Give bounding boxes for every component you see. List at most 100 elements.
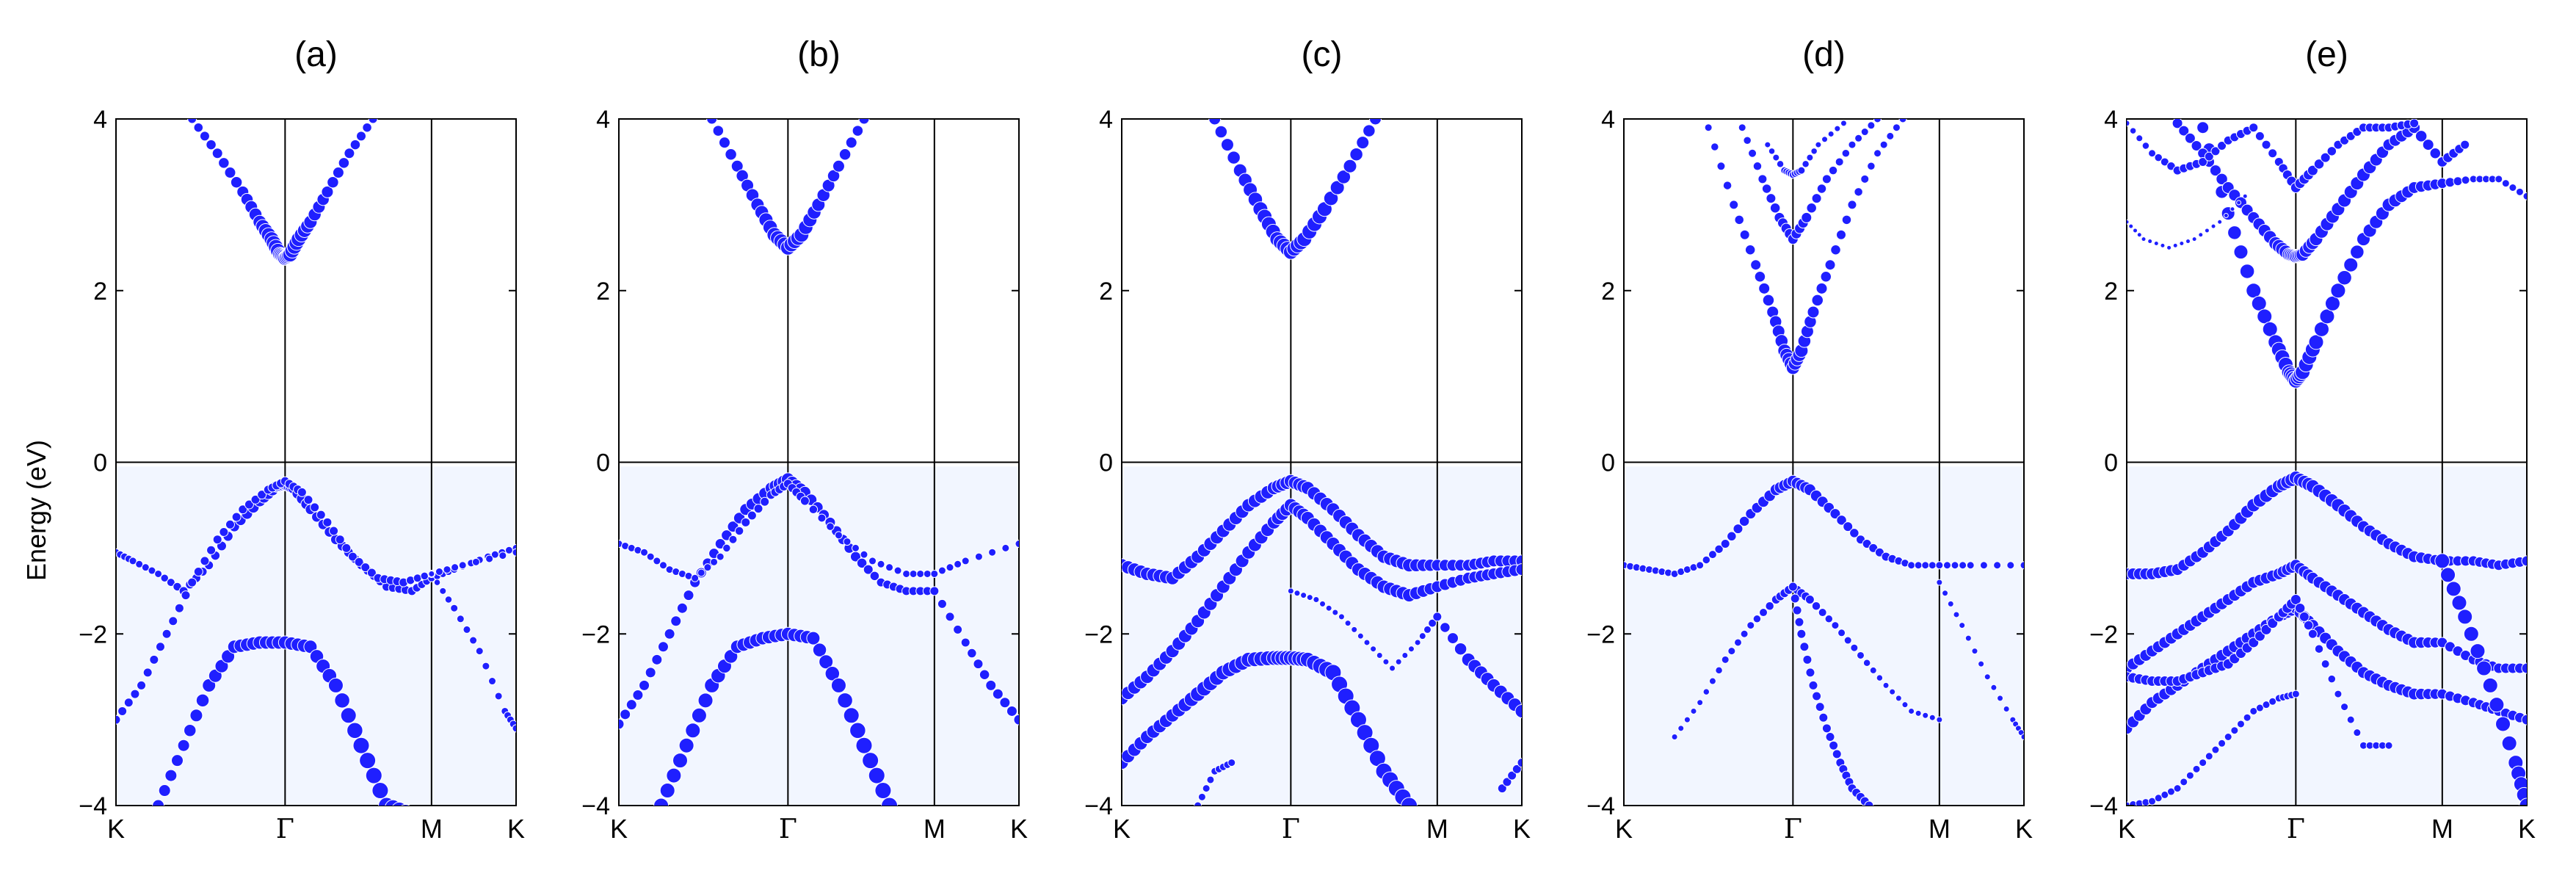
band-point — [1821, 174, 1832, 184]
band-point — [116, 714, 121, 725]
band-point — [937, 598, 947, 609]
band-point — [184, 723, 197, 737]
band-point — [1720, 539, 1730, 549]
band-point — [2133, 228, 2138, 234]
band-point — [1848, 140, 1857, 149]
band-point — [1338, 613, 1345, 621]
band-point — [2205, 752, 2213, 761]
band-point — [1936, 716, 1943, 723]
band-point — [710, 557, 719, 566]
band-point — [1704, 123, 1713, 132]
band-point — [1854, 187, 1863, 197]
band-point — [1220, 138, 1234, 152]
band-point — [2262, 321, 2278, 337]
band-point — [2148, 149, 2157, 158]
band-point — [2020, 561, 2024, 570]
band-point — [953, 624, 963, 634]
band-point — [1804, 595, 1815, 604]
band-point — [653, 797, 670, 806]
band-point — [338, 157, 350, 169]
band-point — [2470, 643, 2486, 659]
y-tick-label: 2 — [1601, 278, 1615, 305]
band-point — [1336, 170, 1352, 184]
band-point — [1908, 707, 1915, 714]
band-point — [141, 563, 150, 572]
band-point — [1702, 688, 1710, 695]
band-point — [2217, 141, 2227, 151]
y-tick-label: 4 — [1601, 106, 1615, 134]
band-point — [2199, 759, 2207, 767]
x-tick-label: K — [1113, 814, 1131, 844]
band-point — [2204, 228, 2210, 234]
band-point — [1001, 543, 1010, 552]
band-point — [2519, 797, 2527, 806]
band-point — [678, 737, 694, 753]
band-point — [168, 616, 178, 626]
band-point — [1376, 651, 1383, 659]
band-point — [2319, 308, 2335, 325]
band-point — [1830, 244, 1841, 256]
band-point — [2434, 553, 2450, 569]
band-point — [2020, 734, 2024, 740]
band-point — [1971, 648, 1978, 655]
band-point — [435, 568, 443, 576]
band-point — [193, 567, 203, 577]
band-point — [181, 590, 191, 601]
band-point — [1764, 141, 1771, 148]
band-point — [834, 531, 843, 540]
band-point — [1515, 563, 1522, 576]
band-point — [458, 561, 467, 570]
band-point — [310, 502, 320, 513]
y-tick-label: −2 — [1084, 621, 1113, 648]
band-point — [2166, 787, 2175, 796]
band-point — [2179, 240, 2185, 246]
band-point — [2414, 130, 2428, 142]
panel-2: (b)420−2−4K Γ M K — [581, 35, 1028, 844]
band-point — [340, 707, 357, 724]
band-point — [672, 753, 689, 769]
band-point — [2321, 659, 2330, 669]
band-point — [2307, 629, 2318, 639]
band-point — [512, 548, 516, 557]
y-tick-label: −4 — [1586, 792, 1615, 820]
band-point — [863, 564, 874, 575]
band-point — [1889, 688, 1896, 695]
band-point — [1831, 621, 1840, 630]
band-point — [685, 723, 701, 739]
band-point — [2350, 245, 2365, 259]
band-point — [1363, 639, 1371, 646]
band-point — [1006, 705, 1017, 717]
band-point — [670, 615, 682, 627]
band-point — [1801, 211, 1813, 223]
y-tick-label: −2 — [2089, 621, 2118, 648]
band-point — [728, 535, 738, 544]
band-point — [1202, 784, 1211, 793]
band-point — [1765, 601, 1774, 611]
band-point — [712, 125, 725, 137]
band-point — [420, 571, 429, 581]
band-point — [1746, 621, 1755, 630]
band-point — [238, 504, 248, 515]
band-point — [193, 122, 204, 133]
band-point — [2185, 239, 2191, 245]
band-point — [469, 636, 478, 645]
band-point — [1854, 134, 1863, 142]
band-point — [2239, 264, 2255, 279]
band-point — [725, 148, 737, 161]
band-point — [2314, 644, 2324, 654]
band-point — [1739, 229, 1750, 240]
y-tick-label: 2 — [2104, 278, 2118, 305]
band-point — [902, 569, 911, 578]
band-point — [1389, 665, 1396, 672]
band-point — [456, 615, 465, 623]
band-point — [855, 737, 873, 754]
band-point — [462, 625, 471, 634]
band-point — [2320, 152, 2331, 163]
band-point — [1715, 666, 1723, 675]
band-point — [1840, 120, 1847, 127]
band-point — [2303, 620, 2314, 631]
band-point — [334, 692, 350, 709]
band-point — [1794, 617, 1804, 627]
band-point — [2353, 728, 2362, 737]
band-point — [1849, 528, 1860, 538]
